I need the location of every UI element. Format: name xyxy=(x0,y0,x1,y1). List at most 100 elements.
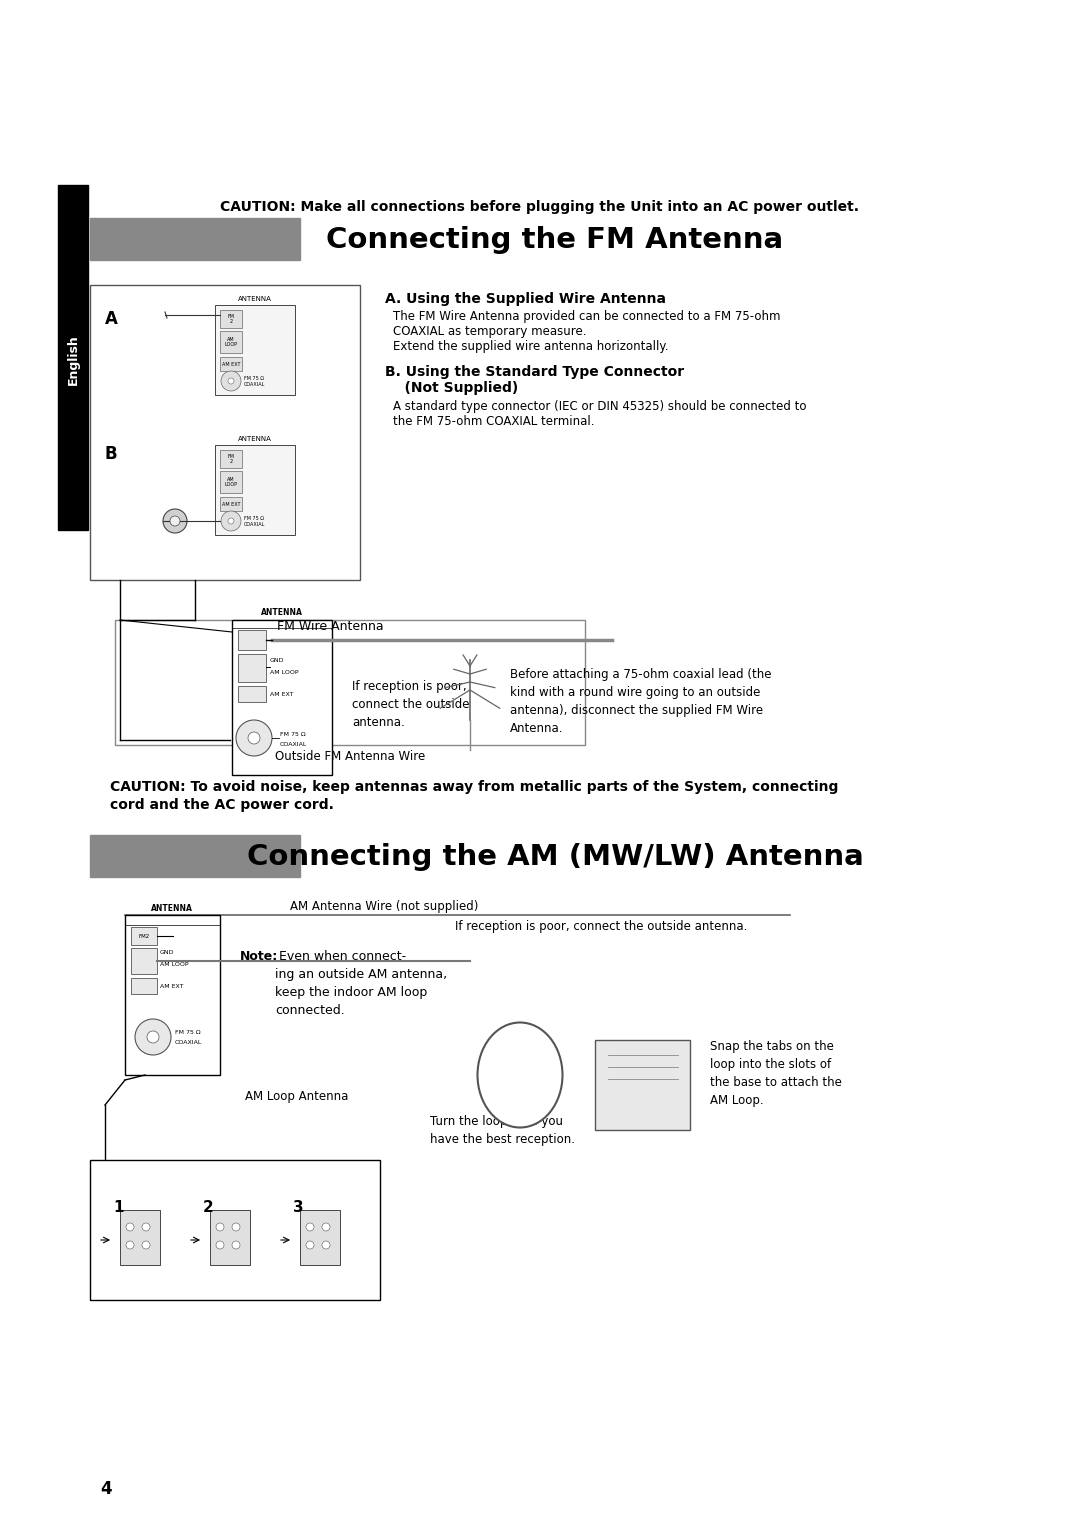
Text: GND: GND xyxy=(270,657,284,662)
Text: ANTENNA: ANTENNA xyxy=(261,609,302,618)
Bar xyxy=(125,914,220,1075)
Text: COAXIAL as temporary measure.: COAXIAL as temporary measure. xyxy=(393,326,586,338)
Circle shape xyxy=(221,372,241,391)
Circle shape xyxy=(248,732,260,745)
Text: AM EXT: AM EXT xyxy=(221,502,240,506)
Bar xyxy=(238,630,266,650)
Text: 4: 4 xyxy=(100,1480,111,1498)
Bar xyxy=(90,835,300,878)
Bar xyxy=(131,948,157,974)
Text: 3: 3 xyxy=(293,1200,303,1216)
Circle shape xyxy=(237,720,272,755)
Text: AM EXT: AM EXT xyxy=(160,983,184,989)
Text: AM
LOOP: AM LOOP xyxy=(225,477,238,488)
Text: Connecting the AM (MW/LW) Antenna: Connecting the AM (MW/LW) Antenna xyxy=(246,842,863,872)
Text: COAXIAL: COAXIAL xyxy=(175,1040,202,1044)
Circle shape xyxy=(232,1242,240,1249)
Bar xyxy=(220,497,242,511)
Circle shape xyxy=(141,1223,150,1231)
Bar xyxy=(90,284,360,579)
Bar xyxy=(131,979,157,994)
Text: cord and the AC power cord.: cord and the AC power cord. xyxy=(110,798,334,812)
Text: B: B xyxy=(105,445,118,463)
Text: ANTENNA: ANTENNA xyxy=(238,297,272,303)
Circle shape xyxy=(306,1223,314,1231)
Text: ANTENNA: ANTENNA xyxy=(151,904,193,913)
Bar xyxy=(220,310,242,329)
Text: A: A xyxy=(105,310,118,329)
Bar xyxy=(595,1040,690,1130)
Circle shape xyxy=(322,1223,330,1231)
Text: AM LOOP: AM LOOP xyxy=(270,670,298,674)
Circle shape xyxy=(228,518,234,524)
Bar xyxy=(120,1209,160,1264)
Text: Before attaching a 75-ohm coaxial lead (the
kind with a round wire going to an o: Before attaching a 75-ohm coaxial lead (… xyxy=(510,668,771,735)
Text: FM 75 Ω: FM 75 Ω xyxy=(175,1029,201,1035)
Bar xyxy=(215,304,295,394)
Text: ANTENNA: ANTENNA xyxy=(238,436,272,442)
Text: If reception is poor,
connect the outside
antenna.: If reception is poor, connect the outsid… xyxy=(352,680,470,729)
Text: Extend the supplied wire antenna horizontally.: Extend the supplied wire antenna horizon… xyxy=(393,339,669,353)
Circle shape xyxy=(126,1223,134,1231)
Bar xyxy=(220,450,242,468)
Bar xyxy=(238,654,266,682)
Text: Turn the loop until you
have the best reception.: Turn the loop until you have the best re… xyxy=(430,1115,575,1147)
Bar xyxy=(131,927,157,945)
Circle shape xyxy=(126,1242,134,1249)
Text: Note:: Note: xyxy=(240,950,279,963)
Text: AM LOOP: AM LOOP xyxy=(160,962,189,966)
Text: The FM Wire Antenna provided can be connected to a FM 75-ohm: The FM Wire Antenna provided can be conn… xyxy=(393,310,781,323)
Circle shape xyxy=(221,511,241,531)
Text: FM
2: FM 2 xyxy=(228,313,234,324)
Text: If reception is poor, connect the outside antenna.: If reception is poor, connect the outsid… xyxy=(455,920,747,933)
Bar xyxy=(210,1209,249,1264)
Bar xyxy=(220,356,242,372)
Bar xyxy=(114,619,585,745)
Text: Outside FM Antenna Wire: Outside FM Antenna Wire xyxy=(275,751,426,763)
Text: FM2: FM2 xyxy=(138,934,150,939)
Bar xyxy=(300,1209,340,1264)
Circle shape xyxy=(147,1031,159,1043)
Bar xyxy=(220,330,242,353)
Bar xyxy=(232,619,332,775)
Text: AM EXT: AM EXT xyxy=(270,691,294,697)
Text: AM Antenna Wire (not supplied): AM Antenna Wire (not supplied) xyxy=(291,901,478,913)
Ellipse shape xyxy=(477,1023,563,1127)
Text: AM
LOOP: AM LOOP xyxy=(225,336,238,347)
Circle shape xyxy=(322,1242,330,1249)
Text: FM 75 Ω: FM 75 Ω xyxy=(244,515,264,520)
Circle shape xyxy=(216,1223,224,1231)
Bar xyxy=(215,445,295,535)
Bar xyxy=(90,219,300,260)
Circle shape xyxy=(216,1242,224,1249)
Text: A standard type connector (IEC or DIN 45325) should be connected to: A standard type connector (IEC or DIN 45… xyxy=(393,401,807,413)
Text: (Not Supplied): (Not Supplied) xyxy=(384,381,518,394)
Text: COAXIAL: COAXIAL xyxy=(244,382,266,387)
Text: FM Wire Antenna: FM Wire Antenna xyxy=(276,619,383,633)
Circle shape xyxy=(141,1242,150,1249)
Circle shape xyxy=(135,1018,171,1055)
Text: FM
2: FM 2 xyxy=(228,454,234,465)
Bar xyxy=(90,1161,380,1300)
Text: COAXIAL: COAXIAL xyxy=(244,521,266,526)
Circle shape xyxy=(170,515,180,526)
Text: Even when connect-
ing an outside AM antenna,
keep the indoor AM loop
connected.: Even when connect- ing an outside AM ant… xyxy=(275,950,447,1017)
Circle shape xyxy=(228,378,234,384)
Text: AM Loop Antenna: AM Loop Antenna xyxy=(245,1090,349,1102)
Text: Snap the tabs on the
loop into the slots of
the base to attach the
AM Loop.: Snap the tabs on the loop into the slots… xyxy=(710,1040,842,1107)
Text: B. Using the Standard Type Connector: B. Using the Standard Type Connector xyxy=(384,365,684,379)
Text: GND: GND xyxy=(160,951,175,956)
Text: AM EXT: AM EXT xyxy=(221,361,240,367)
Text: CAUTION: To avoid noise, keep antennas away from metallic parts of the System, c: CAUTION: To avoid noise, keep antennas a… xyxy=(110,780,838,794)
Text: COAXIAL: COAXIAL xyxy=(280,742,308,746)
Text: FM 75 Ω: FM 75 Ω xyxy=(280,731,306,737)
Text: CAUTION: Make all connections before plugging the Unit into an AC power outlet.: CAUTION: Make all connections before plu… xyxy=(220,200,860,214)
Text: 2: 2 xyxy=(203,1200,214,1216)
Circle shape xyxy=(163,509,187,534)
Text: the FM 75-ohm COAXIAL terminal.: the FM 75-ohm COAXIAL terminal. xyxy=(393,414,594,428)
Text: A. Using the Supplied Wire Antenna: A. Using the Supplied Wire Antenna xyxy=(384,292,666,306)
Text: FM 75 Ω: FM 75 Ω xyxy=(244,376,264,381)
Bar xyxy=(220,471,242,492)
Text: English: English xyxy=(67,335,80,385)
Text: 1: 1 xyxy=(113,1200,123,1216)
